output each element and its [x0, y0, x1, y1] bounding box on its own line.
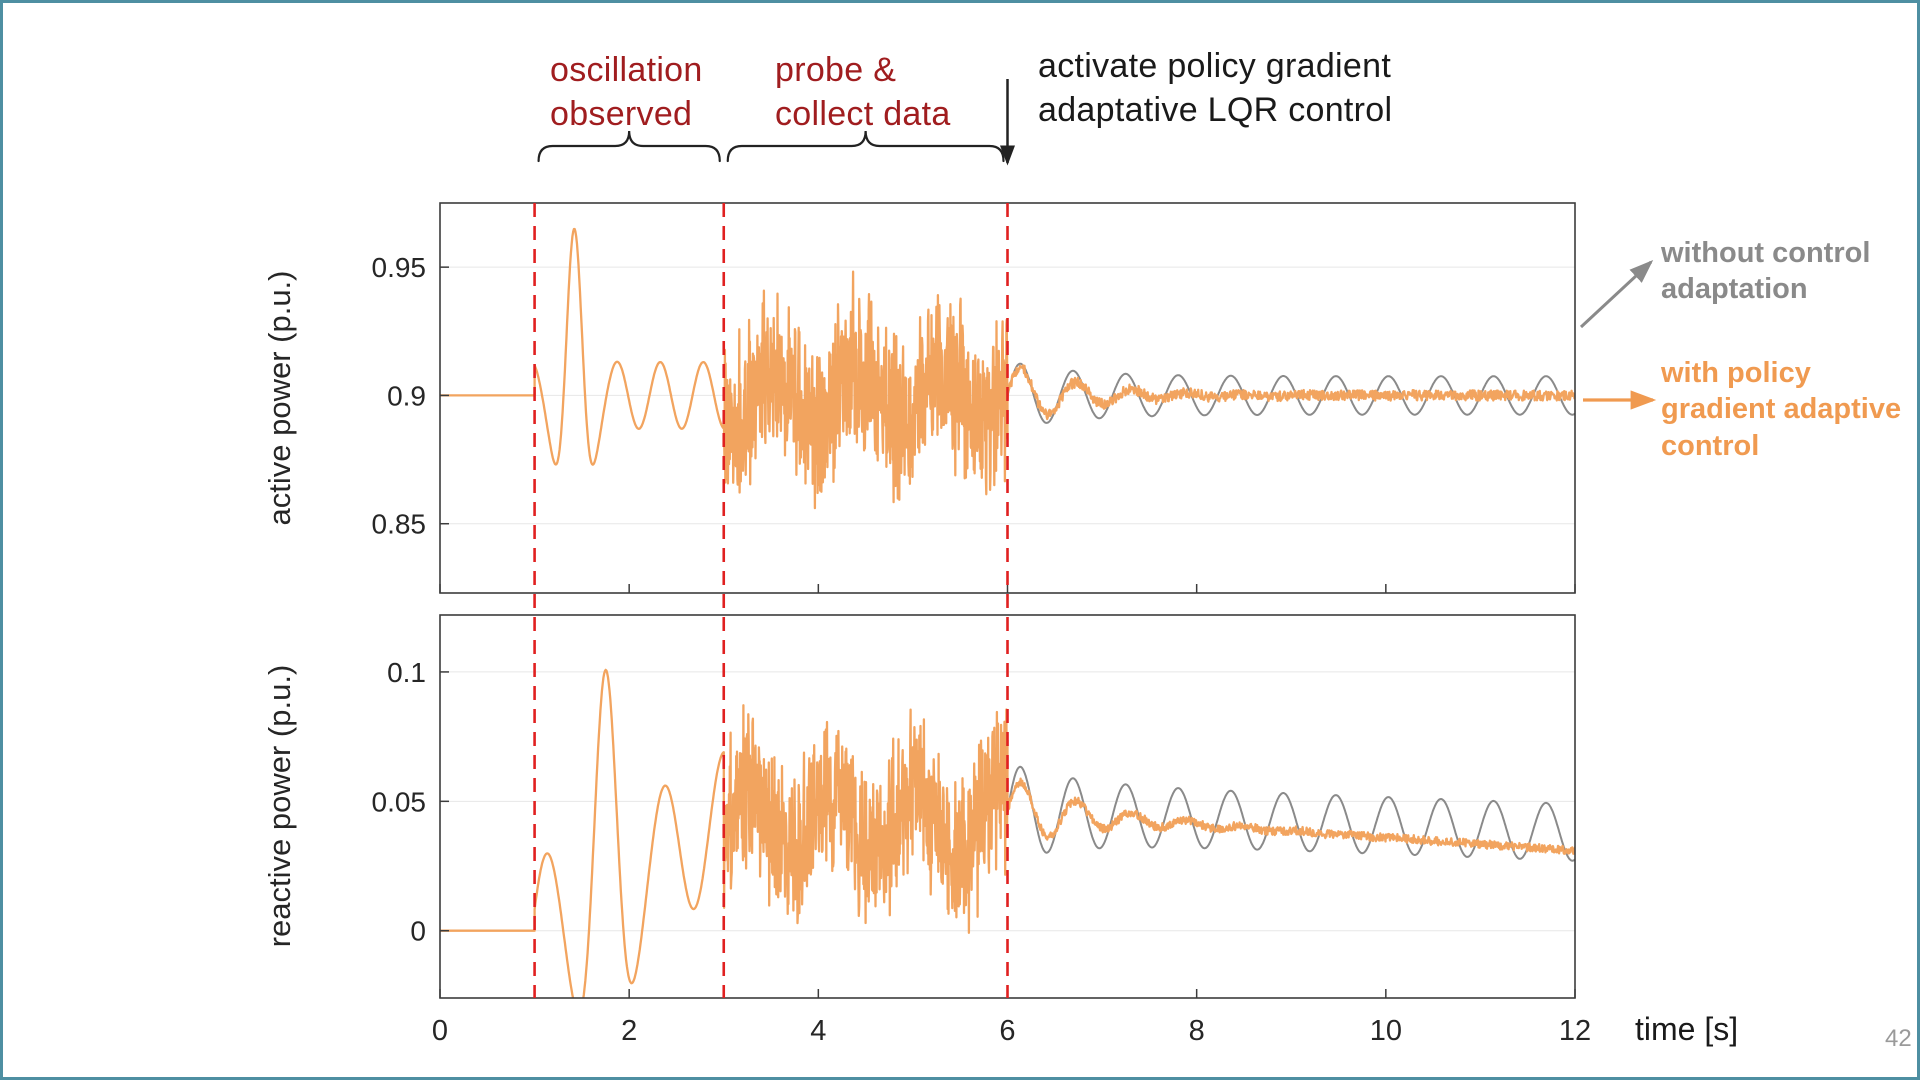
annotation-oscillation-observed: oscillation observed	[550, 49, 703, 136]
legend-arrow-gray	[1579, 259, 1654, 329]
time-axis-label: time [s]	[1635, 1011, 1739, 1047]
legend-label-line: without control	[1661, 237, 1871, 269]
legend-label-line: gradient adaptive	[1661, 393, 1902, 426]
legend-item-with-policy: with policy gradient adaptive control	[1661, 355, 1901, 464]
x-tick-label: 12	[1559, 1015, 1591, 1047]
annotation-line: adaptative LQR control	[1038, 90, 1393, 129]
brace	[726, 130, 1005, 163]
series-with-policy-gradient-adaptive-control	[440, 227, 1575, 510]
y-axis-label-reactive-power: reactive power (p.u.)	[262, 664, 297, 948]
legend-label-line: adaptation	[1661, 273, 1808, 306]
x-tick-label: 2	[621, 1015, 637, 1047]
y-tick-label: 0.1	[387, 657, 426, 688]
charts-canvas: 0.85 0.9 0.95 0 0.05 0.1 0 2 4 6 8 10 12	[372, 79, 1657, 1047]
series-without-control-adaptation	[1006, 765, 1575, 862]
x-tick-label: 10	[1370, 1015, 1402, 1047]
legend-label-line: with policy	[1661, 357, 1811, 389]
legend-label-line: control	[1661, 429, 1760, 462]
annotation-line: oscillation	[550, 51, 703, 89]
y-tick-label: 0.85	[372, 509, 427, 540]
annotation-activate-lqr: activate policy gradient adaptative LQR …	[1038, 45, 1392, 132]
y-tick-label: 0.9	[387, 380, 426, 411]
y-axis-label-active-power: active power (p.u.)	[262, 270, 297, 526]
annotation-line: activate policy gradient	[1038, 47, 1392, 85]
y-tick-label: 0.05	[372, 786, 427, 817]
annotation-line: observed	[550, 94, 693, 133]
annotation-line: probe &	[775, 51, 897, 89]
x-tick-label: 8	[1189, 1015, 1205, 1047]
x-tick-label: 4	[810, 1015, 826, 1047]
page-number: 42	[1885, 1025, 1912, 1052]
legend-item-without-control: without control adaptation	[1661, 235, 1870, 308]
y-tick-label: 0.95	[372, 252, 427, 283]
series-with-policy-gradient-adaptive-control	[440, 668, 1575, 998]
y-tick-label: 0	[410, 916, 426, 947]
annotation-line: collect data	[775, 94, 951, 133]
brace	[537, 130, 721, 163]
x-tick-label: 0	[432, 1015, 448, 1047]
annotation-probe-collect: probe & collect data	[775, 49, 951, 136]
x-tick-label: 6	[999, 1015, 1015, 1047]
